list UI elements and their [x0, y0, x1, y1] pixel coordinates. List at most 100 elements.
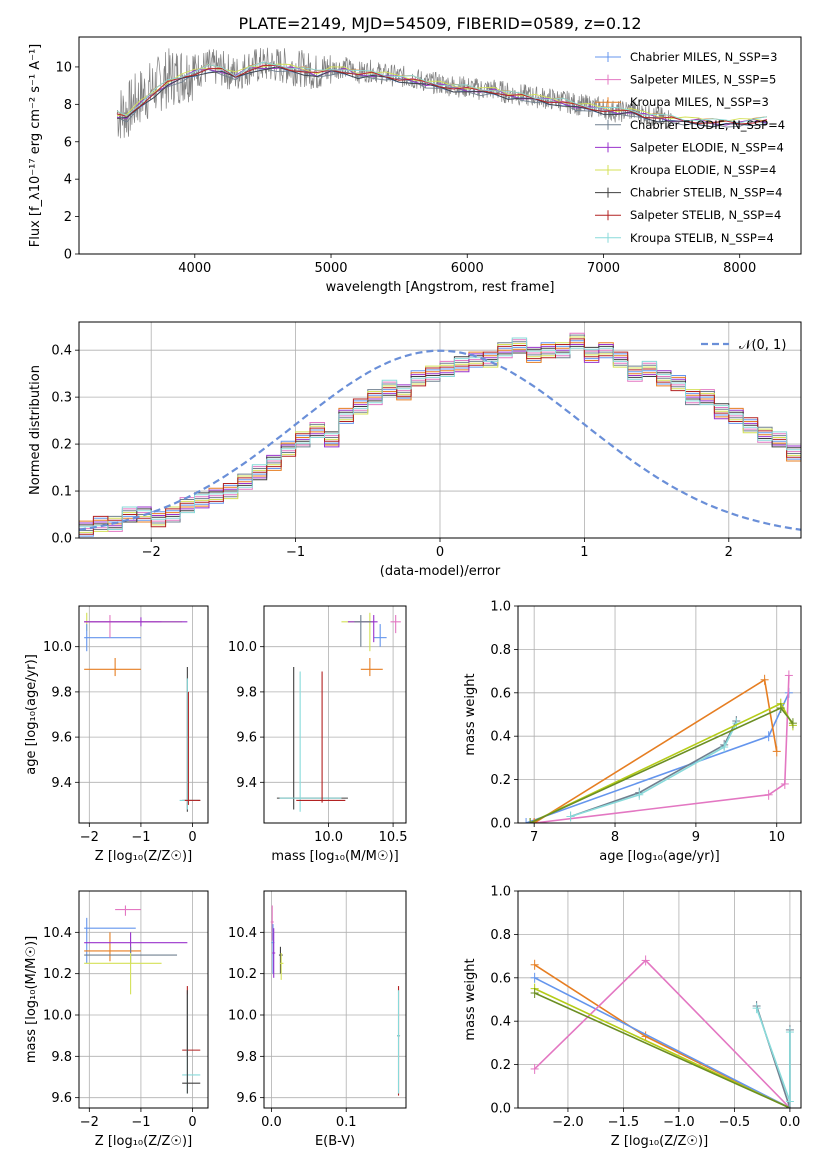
- y-tick-label: 0.4: [51, 344, 72, 359]
- y-tick-label: 6: [64, 135, 72, 150]
- y-tick-label: 9.6: [236, 731, 257, 746]
- y-tick-label: 10: [55, 60, 72, 75]
- y-tick-label: 0.6: [490, 686, 511, 701]
- model-spectrum-line: [117, 64, 768, 125]
- weight-series-line: [570, 720, 738, 818]
- y-tick-label: 0.0: [490, 817, 511, 832]
- x-tick-label: −2.0: [552, 1115, 584, 1130]
- x-axis-label: age [log₁₀(age/yr)]: [599, 849, 720, 864]
- x-tick-label: 5000: [314, 261, 347, 276]
- x-tick-label: 8: [611, 830, 619, 845]
- axes-frame: [78, 605, 209, 824]
- y-axis-label: age [log₁₀(age/yr)]: [24, 654, 39, 775]
- panel-spectrum: 4000 5000 6000 7000 8000 0 2 4 6 8 10 wavelength [A…: [28, 36, 802, 295]
- panel-weight-vs-Z: −2.0 −1.5 −1.0 −0.5 0.0 0.0 0.2 0.4 0.6 0.8 1.0 Z […: [463, 885, 802, 1149]
- y-axis-label: mass weight: [463, 958, 478, 1040]
- x-tick-label: −2: [80, 1115, 99, 1130]
- x-tick-label: −0.5: [719, 1115, 751, 1130]
- plot-area: [84, 612, 201, 812]
- legend-label: 𝒩(0, 1): [739, 338, 786, 353]
- y-tick-label: 9.4: [236, 776, 257, 791]
- weight-series-line: [570, 722, 738, 818]
- x-tick-label: 10: [768, 830, 785, 845]
- legend-label: Chabrier ELODIE, N_SSP=4: [630, 118, 785, 132]
- y-tick-label: 0.2: [490, 773, 511, 788]
- y-tick-label: 10.4: [228, 926, 257, 941]
- y-tick-label: 0.3: [51, 391, 72, 406]
- axes-frame: [78, 890, 209, 1109]
- x-tick-label: 0: [188, 830, 196, 845]
- weight-series-line: [534, 959, 791, 1108]
- legend-label: Chabrier MILES, N_SSP=3: [630, 50, 777, 64]
- y-tick-label: 0.0: [490, 1102, 511, 1117]
- legend-label: Salpeter STELIB, N_SSP=4: [630, 208, 781, 222]
- y-tick-label: 9.6: [51, 1091, 72, 1106]
- x-tick-label: 10.0: [314, 830, 343, 845]
- panel-mass-vs-Z: −2 −1 0 9.6 9.8 10.0 10.2 10.4 Z [log₁₀(Z/Z☉)] ma…: [24, 890, 209, 1149]
- x-axis-label: (data-model)/error: [380, 564, 501, 579]
- histogram-step-line: [79, 338, 801, 535]
- panel-age-vs-mass: 10.0 10.5 9.4 9.6 9.8 10.0 mass [log₁₀(M/M☉)]: [228, 605, 408, 864]
- y-tick-label: 9.8: [51, 685, 72, 700]
- y-axis-label: Flux [f_λ10⁻¹⁷ erg cm⁻² s⁻¹ A⁻¹]: [28, 44, 43, 248]
- y-tick-label: 9.8: [236, 685, 257, 700]
- y-tick-label: 9.8: [51, 1050, 72, 1065]
- y-tick-label: 0.4: [490, 730, 511, 745]
- legend-label: Kroupa MILES, N_SSP=3: [630, 95, 769, 109]
- y-tick-label: 4: [64, 173, 72, 188]
- y-tick-label: 10.0: [228, 1009, 257, 1024]
- y-tick-label: 0.0: [51, 532, 72, 547]
- y-tick-label: 10.2: [228, 967, 257, 982]
- y-tick-label: 10.0: [43, 1009, 72, 1024]
- x-tick-label: 4000: [178, 261, 211, 276]
- x-tick-label: −2: [80, 830, 99, 845]
- legend-label: Salpeter MILES, N_SSP=5: [630, 73, 776, 87]
- axes-frame: [78, 321, 802, 539]
- x-tick-label: 0: [188, 1115, 196, 1130]
- weight-series-line: [533, 678, 778, 823]
- y-tick-label: 9.8: [236, 1050, 257, 1065]
- axes-frame: [517, 890, 802, 1109]
- y-tick-label: 10.2: [43, 967, 72, 982]
- y-tick-label: 0.2: [51, 438, 72, 453]
- model-spectrum-line: [116, 68, 767, 128]
- y-tick-label: 0.1: [51, 485, 72, 500]
- x-axis-label: E(B-V): [315, 1134, 355, 1149]
- plot-area: [276, 612, 401, 812]
- x-tick-label: 1: [580, 545, 588, 560]
- x-axis-label: Z [log₁₀(Z/Z☉)]: [95, 849, 192, 864]
- normal-distribution-curve: [79, 349, 801, 531]
- axes-frame: [263, 605, 407, 824]
- panel-mass-vs-EBV: 0.0 0.1 9.6 9.8 10.0 10.2 10.4 E(B-V): [228, 890, 407, 1149]
- y-tick-label: 0.8: [490, 928, 511, 943]
- x-tick-label: 0.0: [261, 1115, 282, 1130]
- weight-series-line: [534, 977, 791, 1108]
- y-tick-label: 10.0: [228, 640, 257, 655]
- x-tick-label: −1: [131, 830, 150, 845]
- model-spectrum-line: [116, 61, 767, 124]
- y-axis-label: Normed distribution: [28, 365, 43, 495]
- x-tick-label: 7: [530, 830, 538, 845]
- x-tick-label: −1.0: [663, 1115, 695, 1130]
- y-tick-label: 0.6: [490, 971, 511, 986]
- y-tick-label: 10.0: [43, 640, 72, 655]
- weight-series-line: [534, 964, 791, 1108]
- y-tick-label: 0: [64, 248, 72, 263]
- legend-label: Kroupa ELODIE, N_SSP=4: [630, 163, 776, 177]
- x-tick-label: 0.1: [336, 1115, 357, 1130]
- panel-weight-vs-age: 7 8 9 10 0.0 0.2 0.4 0.6 0.8 1.0 age [log₁₀(age/yr…: [463, 600, 802, 864]
- y-tick-label: 0.4: [490, 1015, 511, 1030]
- x-tick-label: −1: [286, 545, 305, 560]
- plot-area: [270, 905, 401, 1096]
- legend-label: Chabrier STELIB, N_SSP=4: [630, 186, 782, 200]
- x-axis-label: wavelength [Angstrom, rest frame]: [326, 280, 555, 295]
- plot-area: [79, 332, 801, 537]
- histogram-step-line: [79, 336, 801, 533]
- weight-series-line: [529, 707, 794, 823]
- x-axis-label: mass [log₁₀(M/M☉)]: [271, 849, 398, 864]
- y-tick-label: 8: [64, 98, 72, 113]
- x-tick-label: 2: [725, 545, 733, 560]
- y-axis-label: mass weight: [463, 673, 478, 755]
- plot-area: [116, 47, 768, 139]
